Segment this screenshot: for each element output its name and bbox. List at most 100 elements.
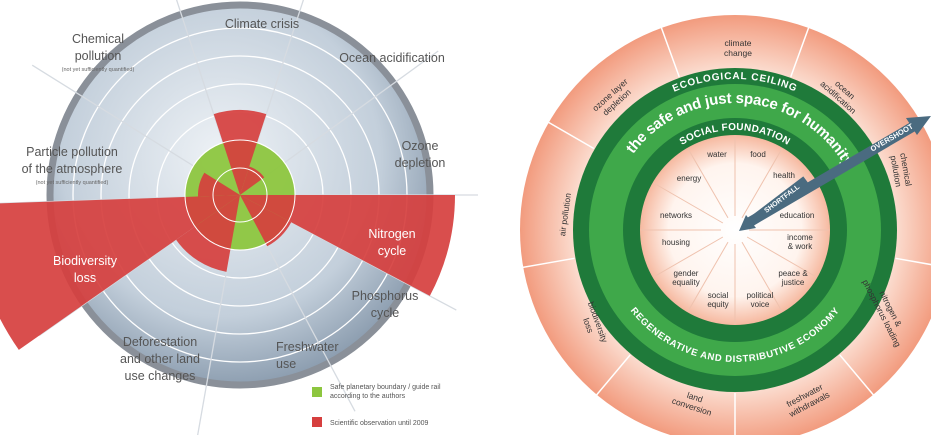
label-line: according to the authors xyxy=(330,393,406,400)
boundary-label: Ocean acidification xyxy=(339,51,445,65)
divider xyxy=(895,257,931,266)
label-line: housing xyxy=(662,238,690,247)
observed-wedge xyxy=(0,195,240,350)
label-line: and other land xyxy=(120,352,200,366)
label-line: income xyxy=(787,233,813,242)
label-line: of the atmosphere xyxy=(22,162,123,176)
boundary-note: (not yet sufficiently quantified) xyxy=(62,67,135,73)
divider xyxy=(741,241,783,312)
grid-ring xyxy=(212,167,268,223)
label-line: political xyxy=(747,291,774,300)
label-line: equality xyxy=(672,278,700,287)
label-line: energy xyxy=(677,174,701,183)
label-line: gender xyxy=(674,269,699,278)
boundary-label: Freshwater use xyxy=(276,340,339,371)
label-line: Climate crisis xyxy=(225,17,299,31)
legend-label: Scientific observation until 2009 xyxy=(330,420,429,427)
foundation-label: political voice xyxy=(747,291,774,309)
foundation-label: food xyxy=(750,150,766,159)
legend-label: Safe planetary boundary / guide rail acco… xyxy=(330,384,441,400)
boundary-label: Ozone depletion xyxy=(395,139,446,170)
label-line: use xyxy=(276,357,296,371)
observed-wedge xyxy=(240,195,455,296)
grid-ring xyxy=(184,139,296,251)
boundary-label: Particle pollution of the atmosphere xyxy=(22,145,123,176)
foundation-label: income & work xyxy=(787,233,813,251)
legend-swatch xyxy=(312,417,322,427)
label-line: Ozone xyxy=(402,139,439,153)
boundary-label: Nitrogen cycle xyxy=(368,227,415,258)
label-line: cycle xyxy=(378,244,407,258)
label-line: loss xyxy=(74,271,96,285)
shortfall-zone xyxy=(640,135,830,325)
shortfall-arrow xyxy=(749,176,809,225)
arrowhead xyxy=(906,116,931,135)
boundary-label: Biodiversity loss xyxy=(53,254,118,285)
label-line: health xyxy=(773,171,795,180)
divider xyxy=(687,241,729,312)
label-line: & work xyxy=(788,242,813,251)
divider xyxy=(687,148,729,219)
divider xyxy=(653,182,724,224)
label-line: change xyxy=(724,48,752,58)
label-line: depletion xyxy=(395,156,446,170)
observed-wedge xyxy=(198,172,240,197)
divider xyxy=(544,119,595,150)
label-line: loss xyxy=(581,317,596,335)
foundation-label: gender equality xyxy=(672,269,700,287)
label-line: food xyxy=(750,150,766,159)
label-line: Biodiversity xyxy=(53,254,118,268)
boundary-label: climate change xyxy=(724,38,752,58)
foundation-label: health xyxy=(773,171,795,180)
label-line: Deforestation xyxy=(123,335,197,349)
labels: Climate crisis Ocean acidification Ozone de… xyxy=(22,17,446,427)
divider xyxy=(839,354,877,400)
label-line: education xyxy=(780,211,815,220)
boundary-label: Phosphorus cycle xyxy=(352,289,419,320)
arrowhead xyxy=(739,215,756,231)
label-line: cycle xyxy=(371,306,400,320)
label-line: Chemical xyxy=(72,32,124,46)
foundation-label: social equity xyxy=(707,291,728,309)
label-line: Particle pollution xyxy=(26,145,118,159)
label-line: social xyxy=(708,291,729,300)
divider xyxy=(790,23,811,78)
label-line: use changes xyxy=(125,369,196,383)
divider xyxy=(520,257,575,269)
boundary-label: Deforestation and other land use changes xyxy=(120,335,200,383)
boundary-note: (not yet sufficiently quantified) xyxy=(36,180,109,186)
label-line: justice xyxy=(781,278,805,287)
divider xyxy=(746,236,817,278)
doughnut: ECOLOGICAL CEILING the safe and just spa… xyxy=(520,15,931,435)
wedges xyxy=(0,109,455,350)
label-line: water xyxy=(706,150,727,159)
legend-swatch xyxy=(312,387,322,397)
foundation-label: energy xyxy=(677,174,701,183)
label-line: Nitrogen xyxy=(368,227,415,241)
label-line: Phosphorus xyxy=(352,289,419,303)
observed-wedge xyxy=(213,109,267,195)
label-line: Safe planetary boundary / guide rail xyxy=(330,384,441,391)
foundation-label: peace & justice xyxy=(778,269,808,287)
label-line: Scientific observation until 2009 xyxy=(330,420,429,427)
observed-wedge xyxy=(240,166,265,195)
foundation-label: housing xyxy=(662,238,690,247)
observed-wedge xyxy=(240,195,292,247)
boundary-label: Climate crisis xyxy=(225,17,299,31)
divider xyxy=(659,23,680,78)
label-line: Freshwater xyxy=(276,340,339,354)
boundary-label: Chemical pollution xyxy=(72,32,124,63)
label-line: networks xyxy=(660,211,692,220)
divider xyxy=(593,354,631,400)
label-line: pollution xyxy=(75,49,122,63)
foundation-label: water xyxy=(706,150,727,159)
divider xyxy=(741,148,783,219)
observed-wedge xyxy=(176,195,240,272)
planetary-boundaries: Climate crisis Ocean acidification Ozone de… xyxy=(0,0,478,435)
label-line: peace & xyxy=(778,269,808,278)
foundation-label: networks xyxy=(660,211,692,220)
label-line: voice xyxy=(751,300,770,309)
foundation-label: education xyxy=(780,211,815,220)
label-line: land xyxy=(686,390,705,405)
